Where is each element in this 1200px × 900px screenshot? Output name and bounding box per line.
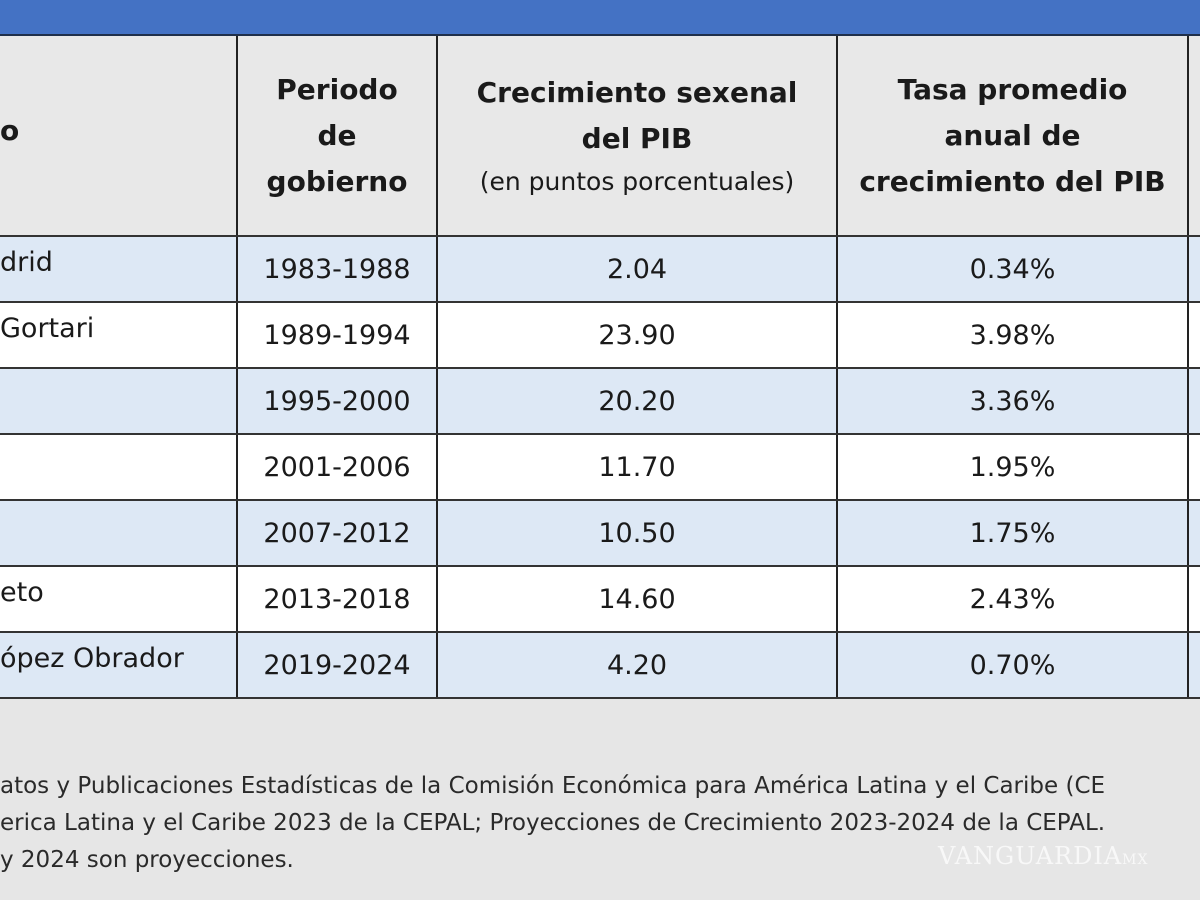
president-name: drid <box>0 247 53 278</box>
extra-cell <box>1187 633 1200 697</box>
title-banner <box>0 0 1200 36</box>
header-text: Periodo <box>276 72 398 106</box>
table-row: drid 1983-1988 2.04 0.34% <box>0 237 1200 303</box>
note-line: atos y Publicaciones Estadísticas de la … <box>0 773 1106 799</box>
extra-cell <box>1187 501 1200 565</box>
table-row: ópez Obrador 2019-2024 4.20 0.70% <box>0 633 1200 699</box>
growth-cell: 14.60 <box>436 567 836 631</box>
growth-cell: 23.90 <box>436 303 836 367</box>
header-text: crecimiento del PIB <box>859 164 1166 198</box>
header-text: gobierno <box>266 164 408 198</box>
extra-cell <box>1187 369 1200 433</box>
table-row: 2001-2006 11.70 1.95% <box>0 435 1200 501</box>
rate-cell: 1.95% <box>836 435 1187 499</box>
period-cell: 2007-2012 <box>236 501 436 565</box>
header-text: Crecimiento sexenal <box>476 75 798 109</box>
rate-cell: 0.70% <box>836 633 1187 697</box>
president-name: eto <box>0 577 44 608</box>
rate-cell: 3.98% <box>836 303 1187 367</box>
president-name: ópez Obrador <box>0 643 184 674</box>
note-line: erica Latina y el Caribe 2023 de la CEPA… <box>0 810 1106 836</box>
table-row: Gortari 1989-1994 23.90 3.98% <box>0 303 1200 369</box>
period-cell: 1989-1994 <box>236 303 436 367</box>
header-period: Periodo de gobierno <box>236 36 436 235</box>
header-text: anual de <box>944 118 1081 152</box>
header-extra <box>1187 36 1200 235</box>
header-president-text: o <box>0 114 20 147</box>
table-row: 1995-2000 20.20 3.36% <box>0 369 1200 435</box>
rate-cell: 1.75% <box>836 501 1187 565</box>
source-notes: atos y Publicaciones Estadísticas de la … <box>0 768 1105 879</box>
header-growth: Crecimiento sexenal del PIB (en puntos p… <box>436 36 836 235</box>
extra-cell <box>1187 567 1200 631</box>
rate-cell: 0.34% <box>836 237 1187 301</box>
period-cell: 2001-2006 <box>236 435 436 499</box>
rate-cell: 3.36% <box>836 369 1187 433</box>
header-text: del PIB <box>581 121 693 155</box>
table-row: 2007-2012 10.50 1.75% <box>0 501 1200 567</box>
period-cell: 2013-2018 <box>236 567 436 631</box>
growth-cell: 20.20 <box>436 369 836 433</box>
extra-cell <box>1187 303 1200 367</box>
header-subtext: (en puntos porcentuales) <box>479 166 795 196</box>
header-text: Tasa promedio <box>897 72 1128 106</box>
period-cell: 1995-2000 <box>236 369 436 433</box>
extra-cell <box>1187 237 1200 301</box>
extra-cell <box>1187 435 1200 499</box>
watermark-logo: VANGUARDIAMX <box>938 842 1149 870</box>
note-line: y 2024 son proyecciones. <box>0 847 294 873</box>
header-president: o <box>0 36 236 235</box>
table-header: o Periodo de gobierno Crecimiento sexena… <box>0 36 1200 237</box>
period-cell: 1983-1988 <box>236 237 436 301</box>
growth-cell: 10.50 <box>436 501 836 565</box>
period-cell: 2019-2024 <box>236 633 436 697</box>
table-row: eto 2013-2018 14.60 2.43% <box>0 567 1200 633</box>
header-text: de <box>317 118 357 152</box>
growth-cell: 4.20 <box>436 633 836 697</box>
growth-cell: 11.70 <box>436 435 836 499</box>
president-name: Gortari <box>0 313 95 344</box>
growth-cell: 2.04 <box>436 237 836 301</box>
rate-cell: 2.43% <box>836 567 1187 631</box>
header-rate: Tasa promedio anual de crecimiento del P… <box>836 36 1187 235</box>
